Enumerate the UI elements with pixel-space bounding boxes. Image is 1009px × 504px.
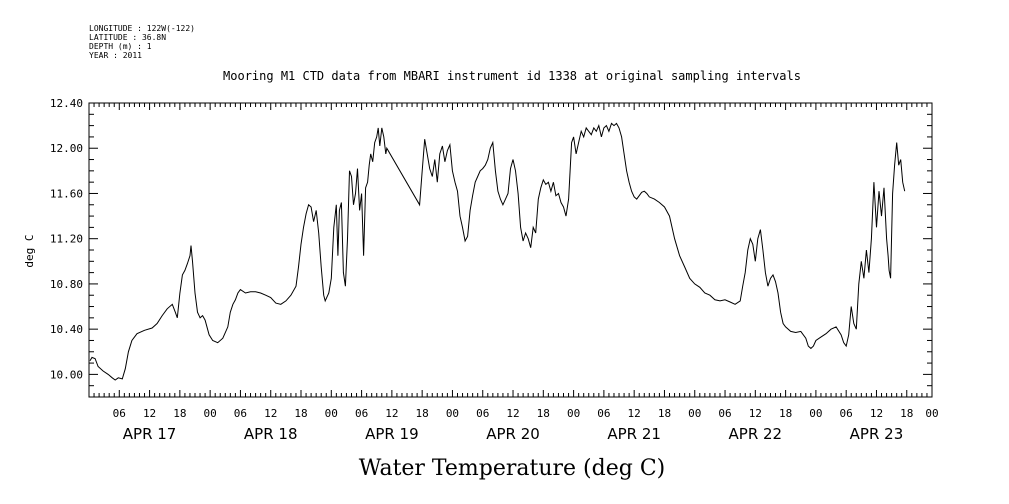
x-hour-label: 06 [597,407,610,420]
x-hour-label: 06 [718,407,731,420]
x-hour-label: 06 [234,407,247,420]
x-hour-label: 18 [173,407,186,420]
x-hour-label: 18 [658,407,671,420]
x-hour-label: 18 [900,407,913,420]
x-hour-label: 18 [779,407,792,420]
metadata-header: LONGITUDE : 122W(-122) LATITUDE : 36.8N … [89,24,195,60]
header-depth: DEPTH (m) : 1 [89,42,152,51]
x-day-label: APR 17 [123,425,177,443]
y-tick-label: 11.20 [50,233,83,246]
axis-ticks [88,102,933,398]
y-tick-label: 11.60 [50,187,83,200]
x-hour-label: 00 [204,407,217,420]
x-day-label: APR 18 [244,425,298,443]
y-tick-label: 12.00 [50,142,83,155]
x-hour-label: 12 [143,407,156,420]
x-hour-label: 06 [355,407,368,420]
header-latitude: LATITUDE : 36.8N [89,33,166,42]
x-tick-labels: 06 12 18 00 06 12 18 00 06 12 18 00 06 12 18 00 06 12 18 00… [113,407,939,443]
x-day-label: APR 20 [486,425,540,443]
x-hour-label: 00 [925,407,938,420]
x-hour-label: 00 [688,407,701,420]
x-hour-label: 00 [446,407,459,420]
y-tick-label: 10.40 [50,323,83,336]
y-tick-label: 10.80 [50,278,83,291]
plot-frame [88,102,933,398]
y-tick-label: 10.00 [50,368,83,381]
x-day-label: APR 22 [729,425,783,443]
x-hour-label: 06 [113,407,126,420]
y-axis-label: deg C [23,234,36,267]
x-hour-label: 12 [628,407,641,420]
x-axis-label: Water Temperature (deg C) [359,456,666,481]
x-hour-label: 00 [809,407,822,420]
header-longitude: LONGITUDE : 122W(-122) [89,24,195,33]
series-line [89,122,906,381]
x-hour-label: 06 [476,407,489,420]
x-hour-label: 12 [506,407,519,420]
x-hour-label: 00 [567,407,580,420]
x-hour-label: 12 [870,407,883,420]
x-hour-label: 18 [416,407,429,420]
x-hour-label: 06 [840,407,853,420]
x-day-label: APR 21 [607,425,661,443]
x-hour-label: 18 [537,407,550,420]
chart-title: Mooring M1 CTD data from MBARI instrumen… [223,69,801,83]
x-hour-label: 12 [264,407,277,420]
x-day-label: APR 19 [365,425,419,443]
y-tick-label: 12.40 [50,97,83,110]
x-day-label: APR 23 [850,425,904,443]
x-hour-label: 12 [385,407,398,420]
x-hour-label: 12 [749,407,762,420]
y-tick-labels: 10.00 10.40 10.80 11.20 11.60 12.00 12.40 [50,97,83,381]
x-hour-label: 18 [294,407,307,420]
x-hour-label: 00 [325,407,338,420]
header-year: YEAR : 2011 [89,51,142,60]
